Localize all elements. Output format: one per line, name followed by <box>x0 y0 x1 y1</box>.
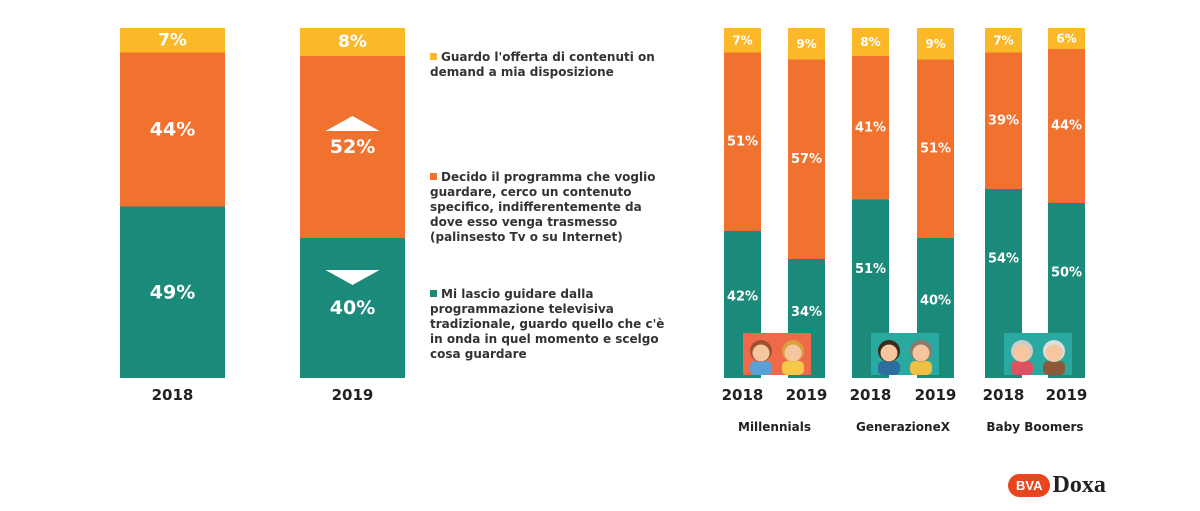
bar-label-generazionex-2019-guidare: 40% <box>920 294 951 309</box>
bar-label-generazionex-2019-on_demand: 9% <box>925 37 945 51</box>
bar-2018-decido <box>120 52 225 207</box>
millennials-icon-person-0-body <box>750 361 772 375</box>
bar-label-baby-boomers-2018-decido: 39% <box>988 113 1019 128</box>
baby-boomers-icon-person-1-body <box>1043 361 1065 375</box>
bar-2019-guidare <box>300 238 405 378</box>
bar-label-millennials-2018-guidare: 42% <box>727 290 758 305</box>
baby-boomers-icon-person-1-face <box>1045 344 1063 362</box>
bar-generazionex-2018-on_demand <box>852 28 889 56</box>
baby-boomers-icon-person-0-face <box>1013 344 1031 362</box>
year-label-generazionex-2018: 2018 <box>850 386 892 404</box>
bva-doxa-logo: BVA Doxa <box>1008 470 1106 500</box>
bar-2018-guidare <box>120 206 225 378</box>
bar-label-2019-guidare: 40% <box>330 297 375 319</box>
bar-label-baby-boomers-2019-on_demand: 6% <box>1056 32 1076 46</box>
legend-text-on-demand: Guardo l'offerta di contenuti on demand … <box>430 50 655 79</box>
bar-label-2019-decido: 52% <box>330 136 375 158</box>
bar-generazionex-2019-decido <box>917 59 954 238</box>
bar-baby-boomers-2019-on_demand <box>1048 28 1085 49</box>
bar-label-2018-on_demand: 7% <box>158 30 187 50</box>
bar-millennials-2018-on_demand <box>724 28 761 53</box>
bar-baby-boomers-2018-on_demand <box>985 28 1022 53</box>
bar-label-millennials-2018-decido: 51% <box>727 134 758 149</box>
year-label-generazionex-2019: 2019 <box>915 386 957 404</box>
legend-item-decido: Decido il programma che voglio guardare,… <box>430 170 670 245</box>
year-label-millennials-2019: 2019 <box>786 386 828 404</box>
legend-swatch-guidare <box>430 290 437 297</box>
generation-x-icon-person-1-body <box>910 361 932 375</box>
bar-baby-boomers-2018-decido <box>985 52 1022 189</box>
trend-down-icon <box>325 270 380 285</box>
bar-label-baby-boomers-2019-decido: 44% <box>1051 119 1082 134</box>
legend-item-guidare: Mi lascio guidare dalla programmazione t… <box>430 287 670 362</box>
bar-label-generazionex-2018-guidare: 51% <box>855 262 886 277</box>
logo-bva: BVA <box>1008 473 1051 497</box>
millennials-icon-person-1-face <box>784 344 802 362</box>
year-label-2019: 2019 <box>332 386 374 404</box>
bar-label-millennials-2019-decido: 57% <box>791 152 822 167</box>
bar-generazionex-2018-decido <box>852 56 889 200</box>
bar-2018-on_demand <box>120 28 225 53</box>
legend-item-on-demand: Guardo l'offerta di contenuti on demand … <box>430 50 670 80</box>
bar-millennials-2019-on_demand <box>788 28 825 60</box>
bar-label-generazionex-2018-decido: 41% <box>855 120 886 135</box>
trend-up-icon <box>325 116 380 131</box>
bar-baby-boomers-2019-decido <box>1048 49 1085 203</box>
generation-x-icon-person-1-face <box>912 344 930 362</box>
millennials-icon-person-0-face <box>752 344 770 362</box>
bar-millennials-2019-decido <box>788 59 825 259</box>
bar-label-millennials-2018-on_demand: 7% <box>732 33 752 47</box>
year-label-2018: 2018 <box>152 386 194 404</box>
bar-label-2018-decido: 44% <box>150 119 195 141</box>
legend-swatch-decido <box>430 173 437 180</box>
year-label-baby-boomers-2019: 2019 <box>1046 386 1088 404</box>
baby-boomers-icon-person-0-body <box>1011 361 1033 375</box>
group-label-baby-boomers: Baby Boomers <box>986 420 1083 434</box>
generation-x-icon-person-0-face <box>880 344 898 362</box>
group-label-millennials: Millennials <box>738 420 811 434</box>
bar-generazionex-2019-on_demand <box>917 28 954 60</box>
bar-2019-decido <box>300 56 405 238</box>
millennials-icon-person-1-body <box>782 361 804 375</box>
legend-text-guidare: Mi lascio guidare dalla programmazione t… <box>430 287 665 361</box>
bar-label-baby-boomers-2018-guidare: 54% <box>988 252 1019 267</box>
bar-label-millennials-2019-guidare: 34% <box>791 305 822 320</box>
bar-label-2018-guidare: 49% <box>150 281 195 303</box>
bar-label-baby-boomers-2019-guidare: 50% <box>1051 266 1082 281</box>
generation-x-icon-person-0-body <box>878 361 900 375</box>
year-label-millennials-2018: 2018 <box>722 386 764 404</box>
bar-label-baby-boomers-2018-on_demand: 7% <box>993 33 1013 47</box>
bar-label-generazionex-2019-decido: 51% <box>920 141 951 156</box>
bar-millennials-2018-decido <box>724 52 761 231</box>
year-label-baby-boomers-2018: 2018 <box>983 386 1025 404</box>
bar-label-2019-on_demand: 8% <box>338 32 367 52</box>
legend-swatch-on-demand <box>430 53 437 60</box>
logo-doxa: Doxa <box>1052 471 1106 498</box>
bar-label-millennials-2019-on_demand: 9% <box>796 37 816 51</box>
bar-2019-on_demand <box>300 28 405 56</box>
legend-text-decido: Decido il programma che voglio guardare,… <box>430 170 656 244</box>
group-label-generazionex: GenerazioneX <box>856 420 951 434</box>
bar-label-generazionex-2018-on_demand: 8% <box>860 35 880 49</box>
